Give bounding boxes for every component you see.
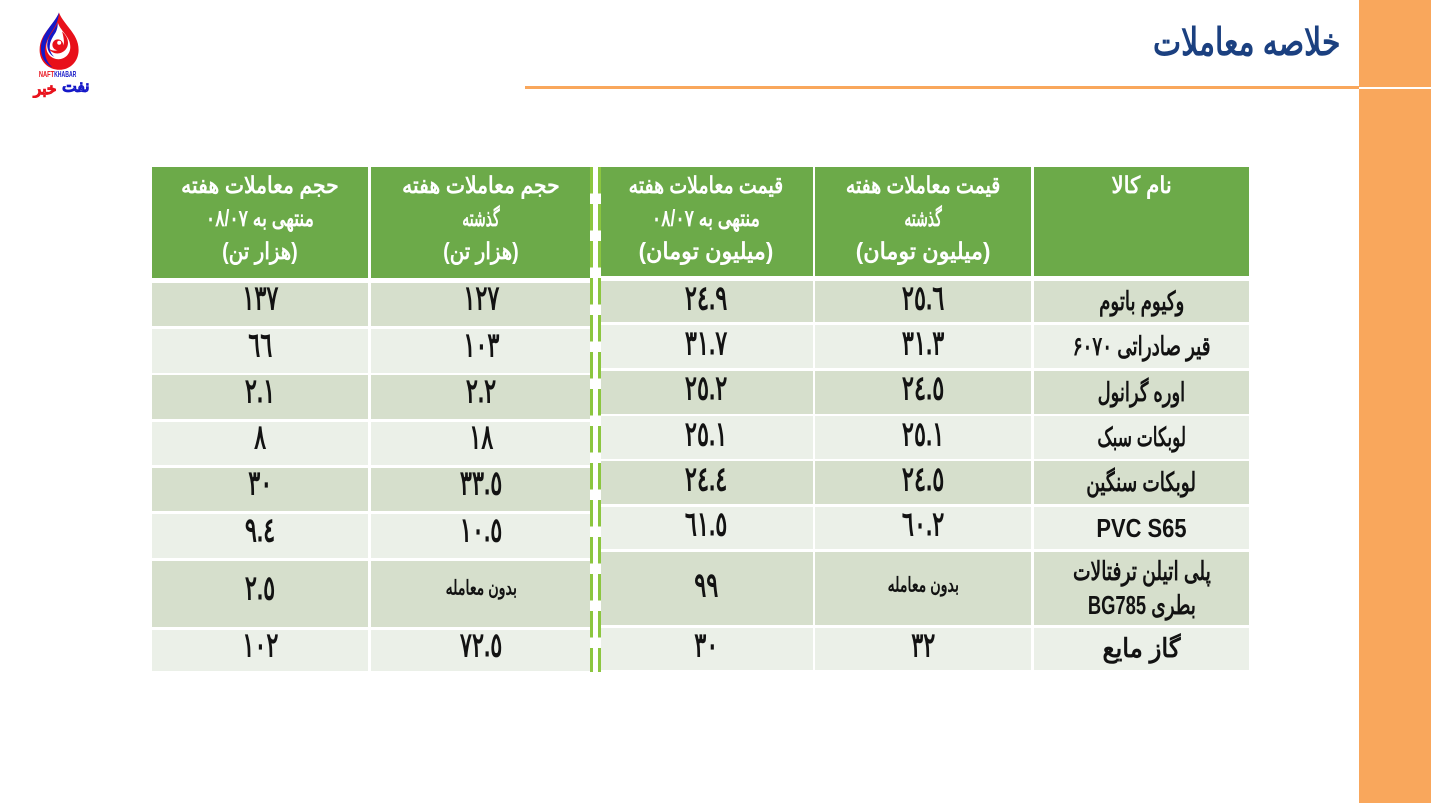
svg-text:نفت: نفت xyxy=(62,79,89,96)
svg-text:NAFT: NAFT xyxy=(39,69,55,79)
svg-text:KHABAR: KHABAR xyxy=(54,69,77,79)
svg-text:خبر: خبر xyxy=(33,81,57,98)
